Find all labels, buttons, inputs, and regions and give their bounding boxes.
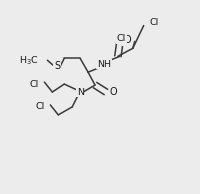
Text: H$_3$C: H$_3$C (19, 54, 38, 67)
Text: Cl: Cl (117, 34, 126, 43)
Text: Cl: Cl (150, 18, 159, 27)
Text: O: O (110, 87, 118, 97)
Text: NH: NH (97, 60, 111, 69)
Text: Cl: Cl (29, 80, 38, 89)
Text: N: N (77, 87, 84, 97)
Text: Cl: Cl (35, 102, 44, 111)
Text: O: O (123, 36, 131, 45)
Text: S: S (54, 61, 60, 71)
